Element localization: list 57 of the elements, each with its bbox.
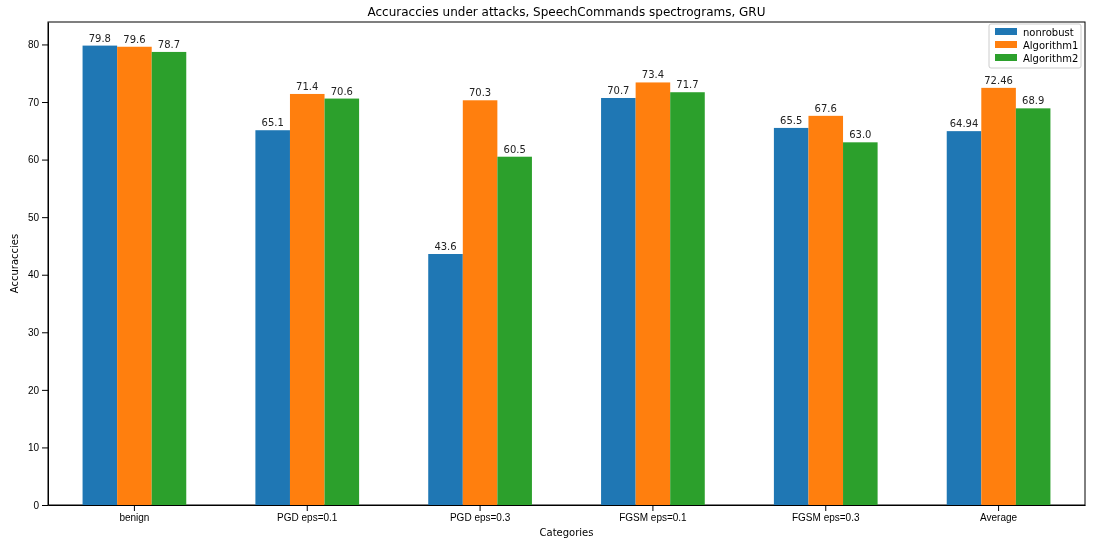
bar: [151, 51, 187, 505]
data-label: 71.4: [296, 80, 319, 92]
x-tick-label: PGD eps=0.1: [277, 512, 338, 524]
y-tick-label: 20: [27, 384, 40, 396]
data-label: 71.7: [676, 79, 699, 91]
y-axis-title: Accuraccies: [9, 233, 20, 294]
x-tick-label: FGSM eps=0.3: [791, 512, 860, 524]
y-tick-label: 40: [27, 269, 40, 281]
bar: [843, 142, 878, 505]
data-label: 60.5: [503, 143, 526, 155]
bar: [255, 130, 290, 505]
bar: [82, 45, 118, 505]
data-label: 64.94: [949, 118, 979, 130]
chart-title: Accuraccies under attacks, SpeechCommands spectrograms, GRU: [367, 5, 766, 19]
x-tick-label: FGSM eps=0.1: [619, 512, 688, 524]
x-tick-label: benign: [119, 512, 150, 524]
bar: [808, 115, 844, 505]
y-tick-label: 60: [27, 154, 40, 166]
bar: [670, 92, 705, 505]
bar: [946, 131, 982, 505]
y-tick-label: 70: [27, 96, 40, 108]
x-tick-label: PGD eps=0.3: [449, 512, 511, 524]
x-tick-label: Average: [980, 512, 1018, 524]
data-label: 67.6: [814, 102, 837, 114]
legend-label: Algorithm1: [1023, 40, 1079, 51]
bar: [428, 254, 463, 505]
data-label: 65.5: [780, 114, 803, 126]
bar: [773, 127, 809, 505]
data-label: 70.7: [607, 84, 630, 96]
legend-label: nonrobust: [1023, 27, 1074, 38]
data-label: 70.3: [468, 87, 492, 99]
data-label: 72.46: [984, 74, 1013, 86]
bar: [497, 156, 532, 505]
legend-label: Algorithm2: [1023, 53, 1079, 64]
y-tick-label: 0: [33, 499, 40, 511]
data-label: 79.6: [123, 33, 146, 45]
bar: [324, 98, 360, 505]
y-tick-label: 50: [27, 211, 40, 223]
data-label: 43.6: [434, 241, 457, 252]
data-label: 63.0: [849, 129, 872, 141]
bar: [1015, 108, 1051, 505]
data-label: 68.9: [1022, 95, 1045, 107]
data-label: 79.8: [88, 32, 111, 44]
y-tick-label: 10: [27, 442, 40, 454]
bar: [635, 82, 671, 505]
x-axis-title: Categories: [539, 527, 594, 538]
data-label: 78.7: [157, 38, 181, 50]
data-label: 73.4: [641, 69, 665, 81]
data-label: 70.6: [330, 85, 353, 97]
y-tick-label: 30: [27, 326, 40, 338]
bar: [462, 100, 498, 505]
bar: [601, 97, 636, 505]
y-tick-label: 80: [27, 39, 40, 51]
bar: [289, 93, 325, 505]
data-label: 65.1: [261, 117, 284, 129]
bar: [981, 87, 1016, 505]
bar: [117, 46, 152, 505]
